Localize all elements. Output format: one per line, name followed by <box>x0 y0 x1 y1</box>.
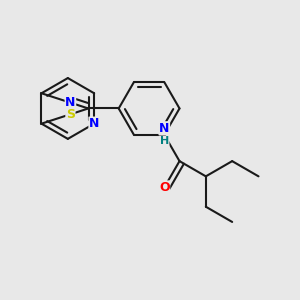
Text: N: N <box>89 117 99 130</box>
Text: N: N <box>159 122 169 135</box>
Text: H: H <box>160 136 169 146</box>
Text: N: N <box>65 96 76 109</box>
Text: S: S <box>66 108 75 121</box>
Text: O: O <box>159 181 169 194</box>
